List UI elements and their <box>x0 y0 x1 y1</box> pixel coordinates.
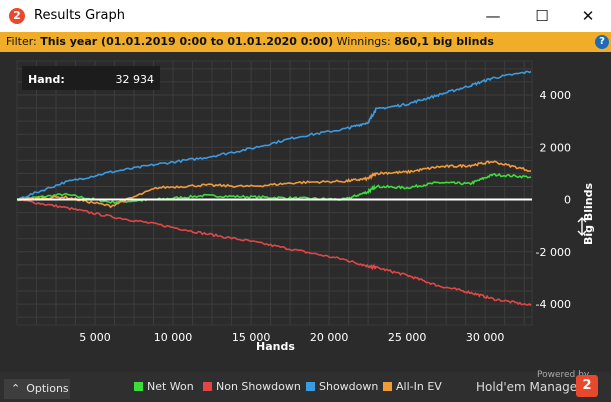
legend-label: All-In EV <box>396 380 442 393</box>
y-tick-label: -4 000 <box>536 298 571 311</box>
legend-swatch <box>134 382 143 391</box>
legend-item-showdown[interactable]: Showdown <box>306 380 378 393</box>
maximize-button[interactable]: ☐ <box>535 7 549 25</box>
legend-swatch <box>383 382 392 391</box>
tooltip-value: 32 934 <box>116 73 155 86</box>
x-tick-label: 25 000 <box>388 331 427 344</box>
chevron-up-icon: ⌃ <box>11 382 21 395</box>
filter-label: Filter: <box>6 35 37 48</box>
series-line-showdown <box>16 70 532 201</box>
x-tick-label: 30 000 <box>466 331 505 344</box>
hm2-brand-logo-icon: 2 <box>576 375 598 397</box>
close-button[interactable]: ✕ <box>581 7 595 25</box>
x-axis-label: Hands <box>256 340 295 353</box>
winnings-value: 860,1 big blinds <box>394 35 494 48</box>
resize-cursor-icon <box>577 217 587 236</box>
filter-bar[interactable]: Filter: This year (01.01.2019 0:00 to 01… <box>0 32 611 52</box>
window-title: Results Graph <box>34 8 125 23</box>
tooltip-label: Hand: <box>28 73 65 86</box>
x-tick-label: 5 000 <box>79 331 111 344</box>
series-line-net-won <box>16 172 532 204</box>
legend-label: Showdown <box>319 380 379 393</box>
y-tick-label: 4 000 <box>540 89 572 102</box>
options-label: Options <box>26 382 69 395</box>
y-axis-label: Big Blinds <box>582 183 595 245</box>
y-tick-label: -2 000 <box>536 246 571 259</box>
x-tick-label: 20 000 <box>310 331 349 344</box>
title-bar: 2 Results Graph — ☐ ✕ <box>0 0 611 32</box>
options-button[interactable]: ⌃ Options <box>4 379 70 399</box>
x-tick-label: 10 000 <box>154 331 193 344</box>
hm2-logo-icon: 2 <box>9 8 25 24</box>
legend-swatch <box>203 382 212 391</box>
y-tick-label: 0 <box>564 194 571 207</box>
legend-label: Non Showdown <box>216 380 301 393</box>
y-tick-label: 2 000 <box>540 141 572 154</box>
x-tick-label: 15 000 <box>232 331 271 344</box>
footer-bar <box>0 372 611 402</box>
hand-tooltip <box>22 66 160 90</box>
minimize-button[interactable]: — <box>485 7 501 25</box>
series-line-non-showdown <box>16 198 532 307</box>
legend-item-non-showdown[interactable]: Non Showdown <box>203 380 301 393</box>
winnings-label: Winnings: <box>336 35 391 48</box>
powered-by-text: Powered by <box>537 370 590 380</box>
legend-item-allin-ev[interactable]: All-In EV <box>383 380 442 393</box>
legend-swatch <box>306 382 315 391</box>
results-chart[interactable]: 5 000 10 000 15 000 20 000 25 000 30 000 4 00… <box>0 52 611 372</box>
legend-item-net-won[interactable]: Net Won <box>134 380 194 393</box>
legend-label: Net Won <box>147 380 194 393</box>
filter-value: This year (01.01.2019 0:00 to 01.01.2020… <box>40 35 334 48</box>
brand-name: Hold'em Manager <box>476 380 583 394</box>
help-icon[interactable]: ? <box>595 35 609 49</box>
